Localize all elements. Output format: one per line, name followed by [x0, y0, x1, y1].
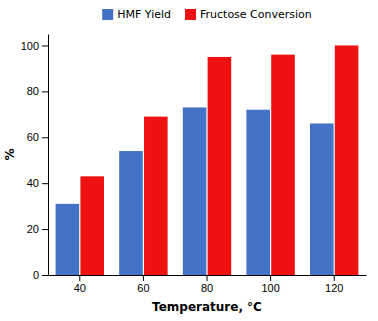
x-tick: 40	[74, 275, 86, 294]
bar	[183, 107, 207, 275]
y-tick-mark	[42, 229, 48, 230]
y-tick: 40	[27, 177, 48, 189]
y-tick-mark	[42, 275, 48, 276]
y-tick-label: 0	[33, 269, 39, 281]
y-tick: 100	[21, 39, 48, 51]
bar	[335, 45, 359, 275]
chart: 40 60 80 100 120 0 20 40 60 80 100 Temperature, °C%…	[0, 0, 378, 321]
bar	[246, 110, 270, 275]
x-tick-label: 60	[137, 282, 149, 294]
y-tick-mark	[42, 45, 48, 46]
y-tick-mark	[42, 183, 48, 184]
x-tick: 120	[325, 275, 343, 294]
y-axis-title: %	[3, 148, 17, 160]
x-axis: 40 60 80 100 120	[49, 275, 367, 294]
legend-item: Fructose Conversion	[185, 8, 312, 21]
x-tick: 60	[137, 275, 149, 294]
y-tick-label: 40	[27, 177, 39, 189]
x-tick-mark	[270, 275, 271, 281]
y-tick: 60	[27, 131, 48, 143]
y-tick-mark	[42, 137, 48, 138]
bar	[56, 204, 80, 275]
legend: HMF Yield Fructose Conversion	[102, 8, 312, 21]
x-tick-label: 40	[74, 282, 86, 294]
y-tick: 0	[33, 269, 48, 281]
legend-swatch	[185, 9, 196, 20]
legend-label: HMF Yield	[117, 8, 171, 21]
x-tick: 80	[201, 275, 213, 294]
y-tick-label: 80	[27, 85, 39, 97]
bar	[310, 124, 334, 275]
bar	[144, 117, 168, 275]
x-tick-mark	[143, 275, 144, 281]
plot: 40 60 80 100 120 0 20 40 60 80 100	[21, 35, 367, 294]
y-tick-label: 60	[27, 131, 39, 143]
bar	[271, 55, 295, 275]
y-axis: 0 20 40 60 80 100	[21, 35, 49, 282]
x-tick-label: 80	[201, 282, 213, 294]
legend-item: HMF Yield	[102, 8, 171, 21]
y-tick-label: 100	[21, 39, 39, 51]
bar	[80, 176, 104, 275]
legend-label: Fructose Conversion	[200, 8, 312, 21]
series	[80, 45, 358, 275]
y-tick-mark	[42, 91, 48, 92]
y-tick-label: 20	[27, 223, 39, 235]
x-axis-title: Temperature, °C	[152, 300, 262, 314]
x-tick: 100	[261, 275, 279, 294]
x-tick-label: 100	[261, 282, 279, 294]
x-tick-mark	[334, 275, 335, 281]
bar	[119, 151, 143, 275]
x-tick-label: 120	[325, 282, 343, 294]
legend-swatch	[102, 9, 113, 20]
x-tick-mark	[79, 275, 80, 281]
y-tick: 20	[27, 223, 48, 235]
y-axis-line	[48, 35, 49, 276]
bars	[56, 45, 359, 275]
x-tick-mark	[207, 275, 208, 281]
bar	[208, 57, 232, 275]
y-tick: 80	[27, 85, 48, 97]
